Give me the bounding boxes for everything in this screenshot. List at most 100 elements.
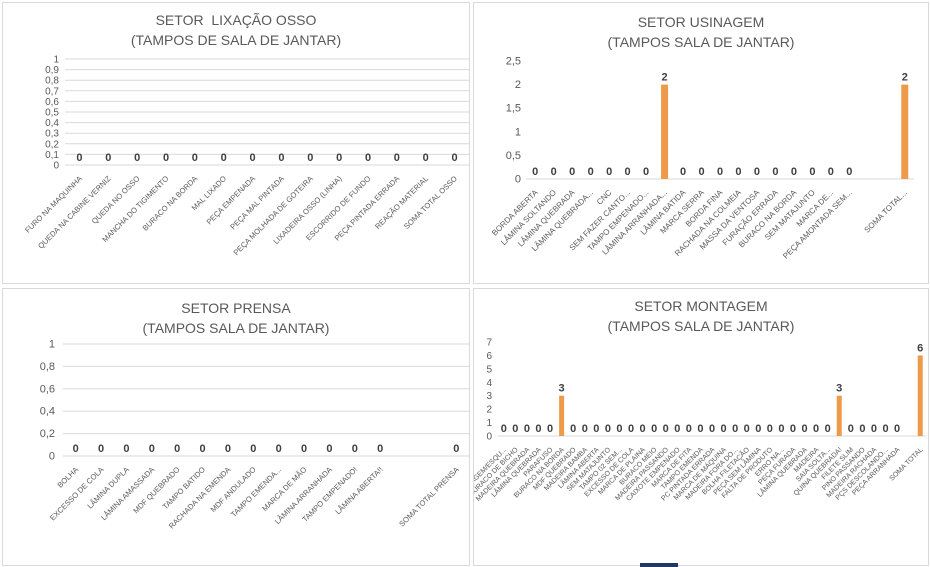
data-label: 0 bbox=[307, 152, 313, 164]
y-tick-label: 0,7 bbox=[45, 86, 59, 97]
y-tick-label: 0 bbox=[53, 161, 59, 172]
chart-title-montagem: SETOR MONTAGEM bbox=[634, 298, 768, 314]
data-label: 0 bbox=[588, 166, 594, 178]
data-label: 0 bbox=[709, 423, 715, 435]
y-tick-label: 4 bbox=[486, 378, 492, 389]
x-tick-label: MDF ANDULADO bbox=[209, 465, 258, 514]
data-label: 0 bbox=[163, 152, 169, 164]
data-label: 0 bbox=[501, 423, 507, 435]
data-label: 0 bbox=[790, 423, 796, 435]
y-tick-label: 0 bbox=[486, 432, 492, 443]
data-label: 0 bbox=[755, 423, 761, 435]
data-label: 0 bbox=[606, 166, 612, 178]
y-tick-label: 0,8 bbox=[45, 76, 59, 87]
data-label: 0 bbox=[174, 443, 180, 455]
data-label: 0 bbox=[813, 423, 819, 435]
data-label: 0 bbox=[524, 423, 530, 435]
bar bbox=[836, 395, 842, 436]
data-label: 0 bbox=[717, 166, 723, 178]
data-label: 3 bbox=[559, 383, 565, 395]
data-label: 0 bbox=[846, 166, 852, 178]
y-tick-label: 0 bbox=[515, 174, 521, 186]
bar bbox=[661, 84, 669, 179]
bar bbox=[559, 395, 565, 436]
chart-subtitle-lixacao-osso: (TAMPOS DE SALA DE JANTAR) bbox=[130, 32, 342, 48]
data-label: 0 bbox=[686, 423, 692, 435]
data-label: 0 bbox=[582, 423, 588, 435]
y-tick-label: 0,8 bbox=[40, 361, 55, 373]
x-tick-label: SOMA TOTAL... bbox=[863, 188, 910, 235]
data-label: 0 bbox=[744, 423, 750, 435]
data-label: 0 bbox=[336, 152, 342, 164]
data-label: 0 bbox=[105, 152, 111, 164]
data-label: 0 bbox=[453, 443, 459, 455]
y-tick-label: 7 bbox=[486, 338, 492, 349]
data-label: 0 bbox=[535, 423, 541, 435]
chart-panel-usinagem: 2,5 2 1,5 1 0,5 0 0 BORDA ABERTA 0 LÂMINA SOLTAND… bbox=[473, 2, 929, 284]
data-label: 0 bbox=[801, 423, 807, 435]
data-label: 0 bbox=[326, 443, 332, 455]
data-label: 0 bbox=[423, 152, 429, 164]
x-tick-label: LÂMINA ABERTA!! bbox=[333, 465, 384, 516]
data-label: 0 bbox=[848, 423, 854, 435]
y-tick-label: 0,4 bbox=[45, 118, 59, 129]
data-label: 0 bbox=[894, 423, 900, 435]
data-label: 0 bbox=[825, 423, 831, 435]
data-label: 0 bbox=[192, 152, 198, 164]
data-label: 0 bbox=[828, 166, 834, 178]
data-label: 2 bbox=[662, 72, 668, 84]
y-tick-label: 2 bbox=[515, 79, 521, 91]
data-label: 0 bbox=[732, 423, 738, 435]
data-label: 0 bbox=[200, 443, 206, 455]
data-label: 0 bbox=[225, 443, 231, 455]
data-label: 0 bbox=[882, 423, 888, 435]
data-label: 2 bbox=[902, 72, 908, 84]
data-label: 0 bbox=[394, 152, 400, 164]
data-label: 0 bbox=[628, 423, 634, 435]
data-label: 0 bbox=[791, 166, 797, 178]
data-label: 0 bbox=[859, 423, 865, 435]
y-tick-label: 0,2 bbox=[45, 139, 59, 150]
data-label: 0 bbox=[663, 423, 669, 435]
data-label: 0 bbox=[616, 423, 622, 435]
chart-title-lixacao-osso: SETOR LIXAÇÃO OSSO bbox=[155, 12, 317, 28]
data-label: 0 bbox=[593, 423, 599, 435]
data-label: 0 bbox=[767, 423, 773, 435]
bar bbox=[917, 355, 923, 436]
data-label: 0 bbox=[651, 423, 657, 435]
y-tick-label: 1 bbox=[486, 418, 492, 429]
chart-title-prensa: SETOR PRENSA bbox=[181, 300, 291, 316]
y-tick-label: 1 bbox=[515, 126, 521, 138]
y-tick-label: 0,5 bbox=[45, 108, 59, 119]
chart-panel-lixacao-osso: 1 0,9 0,8 0,7 0,6 0,5 0,4 0,3 0,2 0,1 0 0 FURO NA MA… bbox=[2, 2, 470, 284]
y-tick-label: 0,9 bbox=[45, 65, 59, 76]
y-tick-label: 3 bbox=[486, 391, 492, 402]
y-tick-label: 1,5 bbox=[506, 103, 521, 115]
x-tick-label: PEÇA EMPENADA bbox=[205, 173, 258, 226]
data-label: 0 bbox=[301, 443, 307, 455]
chart-subtitle-prensa: (TAMPOS SALA DE JANTAR) bbox=[142, 320, 330, 336]
data-label: 0 bbox=[377, 443, 383, 455]
data-label: 0 bbox=[76, 152, 82, 164]
footer-marker bbox=[640, 563, 678, 567]
data-label: 0 bbox=[73, 443, 79, 455]
data-label: 0 bbox=[809, 166, 815, 178]
data-label: 0 bbox=[221, 152, 227, 164]
data-label: 0 bbox=[452, 152, 458, 164]
y-tick-label: 0,2 bbox=[40, 428, 55, 440]
y-tick-label: 0 bbox=[49, 451, 55, 463]
y-tick-label: 0,6 bbox=[40, 383, 55, 395]
data-label: 0 bbox=[698, 166, 704, 178]
data-label: 0 bbox=[123, 443, 129, 455]
y-tick-label: 6 bbox=[486, 351, 492, 362]
data-label: 0 bbox=[250, 152, 256, 164]
data-label: 0 bbox=[625, 166, 631, 178]
y-tick-label: 0,5 bbox=[506, 150, 521, 162]
x-tick-label: BURACO NA BORDA bbox=[141, 173, 200, 232]
data-label: 0 bbox=[778, 423, 784, 435]
data-label: 0 bbox=[250, 443, 256, 455]
data-label: 0 bbox=[871, 423, 877, 435]
data-label: 0 bbox=[643, 166, 649, 178]
